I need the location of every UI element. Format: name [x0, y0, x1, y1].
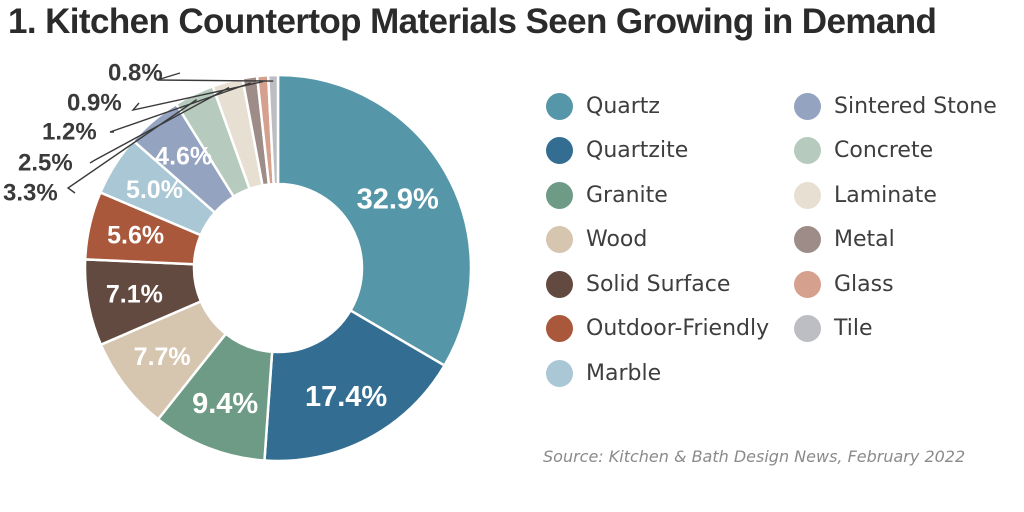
- legend-label: Laminate: [834, 182, 937, 208]
- legend-item-marble: Marble: [546, 358, 661, 388]
- legend-item-granite: Granite: [546, 180, 668, 210]
- legend-item-wood: Wood: [546, 225, 647, 255]
- legend-swatch: [794, 92, 821, 120]
- legend-item-sintered-stone: Sintered Stone: [794, 91, 997, 121]
- data-label-tile: 0.8%: [108, 60, 163, 87]
- data-label-outdoor-friendly: 5.6%: [107, 222, 164, 250]
- slices-layer: [83, 73, 473, 463]
- legend-swatch: [546, 315, 573, 342]
- legend-swatch: [546, 226, 573, 253]
- legend-swatch: [794, 226, 821, 253]
- legend-item-solid-surface: Solid Surface: [546, 269, 730, 299]
- legend-swatch: [546, 92, 573, 120]
- legend-swatch: [794, 181, 821, 209]
- legend-label: Quartz: [586, 93, 660, 119]
- leader-line-concrete: [66, 99, 198, 194]
- leader-lines: [66, 72, 274, 194]
- data-label-concrete: 3.3%: [3, 180, 58, 207]
- data-label-granite: 9.4%: [192, 388, 258, 420]
- legend-item-tile: Tile: [794, 314, 873, 344]
- data-label-quartz: 32.9%: [357, 183, 439, 215]
- legend-item-quartzite: Quartzite: [546, 136, 688, 166]
- legend-label: Granite: [586, 182, 668, 208]
- legend-item-glass: Glass: [794, 269, 894, 299]
- data-label-solid-surface: 7.1%: [106, 280, 163, 308]
- data-label-metal: 1.2%: [42, 119, 97, 146]
- legend-swatch: [794, 137, 821, 164]
- legend-swatch: [546, 181, 573, 209]
- legend-swatch: [794, 315, 821, 342]
- legend-label: Tile: [834, 316, 873, 341]
- data-label-quartzite: 17.4%: [305, 381, 387, 413]
- legend-item-metal: Metal: [794, 225, 895, 255]
- leader-line-laminate: [89, 86, 230, 164]
- legend-label: Quartzite: [586, 138, 689, 163]
- leader-line-metal: [109, 82, 251, 133]
- leader-line-tile: [156, 72, 274, 82]
- legend-swatch: [546, 137, 573, 164]
- legend-swatch: [546, 270, 573, 298]
- source-note: Source: Kitchen & Bath Design News, Febr…: [543, 447, 966, 466]
- legend-item-laminate: Laminate: [794, 180, 937, 210]
- slice-quartz: [276, 73, 473, 367]
- legend-label: Sintered Stone: [834, 93, 997, 119]
- data-label-marble: 5.0%: [126, 176, 183, 204]
- chart-title: 1. Kitchen Countertop Materials Seen Gro…: [8, 2, 937, 41]
- legend-item-outdoor-friendly: Outdoor-Friendly: [546, 314, 769, 344]
- legend-item-concrete: Concrete: [794, 136, 933, 166]
- slice-quartzite: [263, 309, 446, 463]
- legend-swatch: [794, 270, 821, 298]
- data-label-sintered-stone: 4.6%: [155, 143, 212, 171]
- legend-label: Solid Surface: [586, 271, 731, 297]
- legend-label: Glass: [834, 271, 894, 297]
- legend-swatch: [546, 359, 573, 387]
- data-label-glass: 0.9%: [67, 90, 122, 117]
- slice-tile: [266, 73, 280, 186]
- legend-item-quartz: Quartz: [546, 91, 660, 121]
- legend-label: Concrete: [834, 138, 934, 163]
- legend-label: Marble: [586, 360, 662, 386]
- data-label-laminate: 2.5%: [18, 150, 73, 177]
- data-labels: 32.9% 17.4% 9.4%7.7% 7.1% 5.6% 5.0% 4.6% 3.3% 2.…: [3, 60, 439, 421]
- legend-label: Outdoor-Friendly: [586, 316, 770, 341]
- legend-label: Metal: [834, 227, 895, 252]
- leader-line-glass: [131, 80, 264, 112]
- legend-label: Wood: [586, 227, 648, 252]
- data-label-wood: 7.7%: [134, 343, 191, 371]
